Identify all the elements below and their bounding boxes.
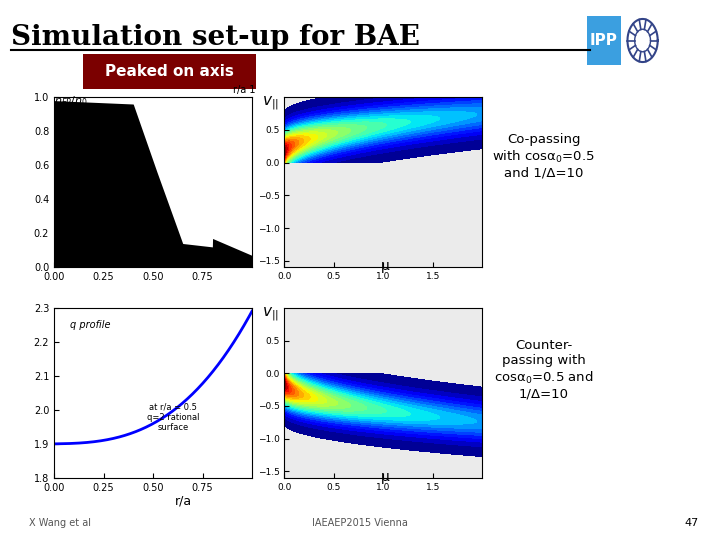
Text: $n_{EP}/n_0$: $n_{EP}/n_0$ (54, 94, 88, 109)
Text: r/a 1: r/a 1 (233, 85, 256, 96)
FancyBboxPatch shape (83, 54, 256, 89)
Text: Simulation set-up for BAE: Simulation set-up for BAE (11, 24, 420, 51)
Text: r/a: r/a (175, 495, 192, 508)
Text: IAEAEP2015 Vienna: IAEAEP2015 Vienna (312, 518, 408, 529)
Text: μ: μ (381, 259, 390, 273)
Text: IPP: IPP (590, 33, 618, 48)
Text: μ: μ (381, 470, 390, 484)
Text: X Wang et al: X Wang et al (29, 518, 91, 529)
Text: $v_{||}$: $v_{||}$ (263, 305, 279, 323)
Text: $v_{||}$: $v_{||}$ (263, 94, 279, 112)
Text: Co-passing
with cosα$_0$=0.5
and 1/Δ=10: Co-passing with cosα$_0$=0.5 and 1/Δ=10 (492, 133, 595, 180)
Text: Counter-
passing with
cosα$_0$=0.5 and
1/Δ=10: Counter- passing with cosα$_0$=0.5 and 1… (494, 339, 593, 401)
Text: at r/a = 0.5
q=2 rational
surface: at r/a = 0.5 q=2 rational surface (147, 402, 199, 433)
Text: EP density
profile: EP density profile (151, 128, 202, 150)
FancyBboxPatch shape (587, 16, 621, 65)
Text: q profile: q profile (70, 320, 110, 330)
Text: Peaked on axis: Peaked on axis (105, 64, 233, 79)
Text: 47: 47 (684, 518, 698, 529)
